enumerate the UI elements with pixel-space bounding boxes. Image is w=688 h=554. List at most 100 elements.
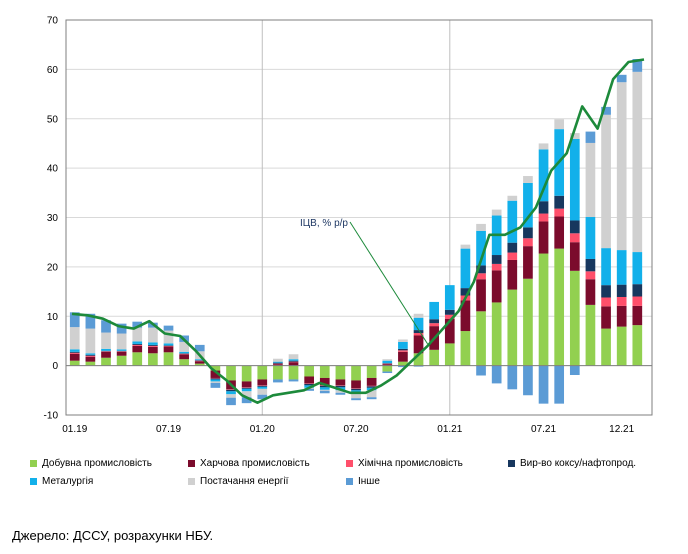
bar-s1-34 [601,306,611,329]
bar-s2-6 [163,345,174,347]
bar-s4-25 [460,248,471,289]
bar-s6-27 [491,365,502,384]
bar-s0-19 [366,365,377,378]
legend-swatch [30,478,37,485]
bar-s1-17 [335,379,346,386]
bar-s1-16 [319,377,330,386]
bar-s6-12 [257,394,268,400]
chart: -10 0 10 20 30 40 50 60 70 01.19 07.19 01.20 07.20 01… [44,16,653,435]
bar-s5-10 [226,394,236,398]
bar-s2-12 [257,385,268,386]
bar-s1-29 [523,246,533,279]
bar-s6-31 [554,365,565,404]
bar-s2-3 [116,351,127,352]
bar-s3-31 [554,195,565,209]
bar-s6-6 [163,325,174,331]
y-tick-label: 0 [52,361,58,372]
bar-s1-18 [351,380,361,389]
bar-s1-26 [476,279,486,312]
legend-swatch [346,460,353,467]
bar-s5-11 [241,391,252,398]
bar-s6-14 [288,379,299,382]
annotation-leader [349,221,428,345]
bar-s2-7 [179,353,189,355]
bar-s4-14 [288,359,299,361]
bar-s1-35 [616,305,627,327]
bar-s0-18 [351,365,361,381]
bar-s6-20 [382,371,393,374]
bar-s5-26 [476,223,486,231]
bar-s3-13 [273,362,283,364]
bar-s0-13 [273,365,283,380]
bar-s4-10 [226,391,236,395]
bar-s3-22 [413,330,424,334]
bar-s4-20 [382,360,393,364]
bar-s6-10 [226,397,236,406]
bar-s4-5 [148,342,158,345]
legend-item: Постачання енергії [188,476,288,487]
bar-s3-11 [241,387,252,389]
bar-s6-28 [507,365,518,390]
bar-s4-6 [163,343,174,346]
bar-s0-0 [69,360,80,366]
bar-s4-22 [413,317,424,331]
bar-s4-26 [476,230,486,266]
legend-swatch [30,460,37,467]
annotation-label: ІЦВ, % р/р [300,218,348,229]
bar-s0-24 [444,343,455,366]
bar-s3-5 [148,344,158,346]
x-tick-label: 07.19 [156,424,181,435]
bar-s2-17 [335,385,346,386]
bar-s6-19 [366,397,377,400]
legend-swatch [508,460,515,467]
bar-s6-21 [398,365,408,368]
bar-s6-13 [273,379,283,383]
bar-s6-1 [85,313,96,329]
bar-s0-22 [413,353,424,366]
x-tick-label: 07.21 [531,424,556,435]
bar-s6-8 [194,344,205,352]
bar-s1-8 [194,361,205,364]
bar-s3-7 [179,353,189,354]
bar-s4-2 [101,348,111,351]
bar-s3-25 [460,288,471,296]
bar-s0-3 [116,355,127,366]
bar-s0-10 [226,365,236,381]
bar-s5-25 [460,244,471,249]
bar-s1-19 [366,377,377,386]
bar-s3-34 [601,285,611,298]
bar-s4-11 [241,388,252,392]
bar-s2-28 [507,252,518,260]
y-tick-label: 50 [47,114,59,125]
bar-s5-27 [491,209,502,216]
bar-s4-35 [616,250,627,285]
legend-item: Добувна промисловість [30,458,152,469]
bar-s0-20 [382,365,393,372]
y-tick-label: 20 [47,262,59,273]
bar-s5-29 [523,176,533,183]
bar-s0-7 [179,359,189,366]
bar-s2-27 [491,263,502,271]
legend-item: Харчова промисловість [188,458,310,469]
bar-s4-12 [257,386,268,389]
bar-s4-7 [179,351,189,354]
bar-s5-0 [69,327,80,350]
bar-s3-30 [538,201,549,214]
bar-s3-36 [632,284,643,297]
bar-s0-15 [304,365,314,377]
bar-s1-4 [132,345,143,353]
y-tick-label: 70 [47,16,59,27]
bar-s2-29 [523,238,533,247]
bar-s2-24 [444,314,455,319]
bar-s2-9 [210,377,221,379]
bar-s4-3 [116,349,127,351]
bar-s2-4 [132,344,143,346]
bar-s4-34 [601,248,611,286]
bars [69,59,643,406]
bar-s3-21 [398,348,408,351]
bar-s3-12 [257,385,268,387]
bar-s1-33 [585,279,596,305]
bar-s3-18 [351,388,361,391]
legend-label: Вир-во коксу/нафтопрод. [520,458,637,469]
bar-s1-14 [288,362,299,366]
